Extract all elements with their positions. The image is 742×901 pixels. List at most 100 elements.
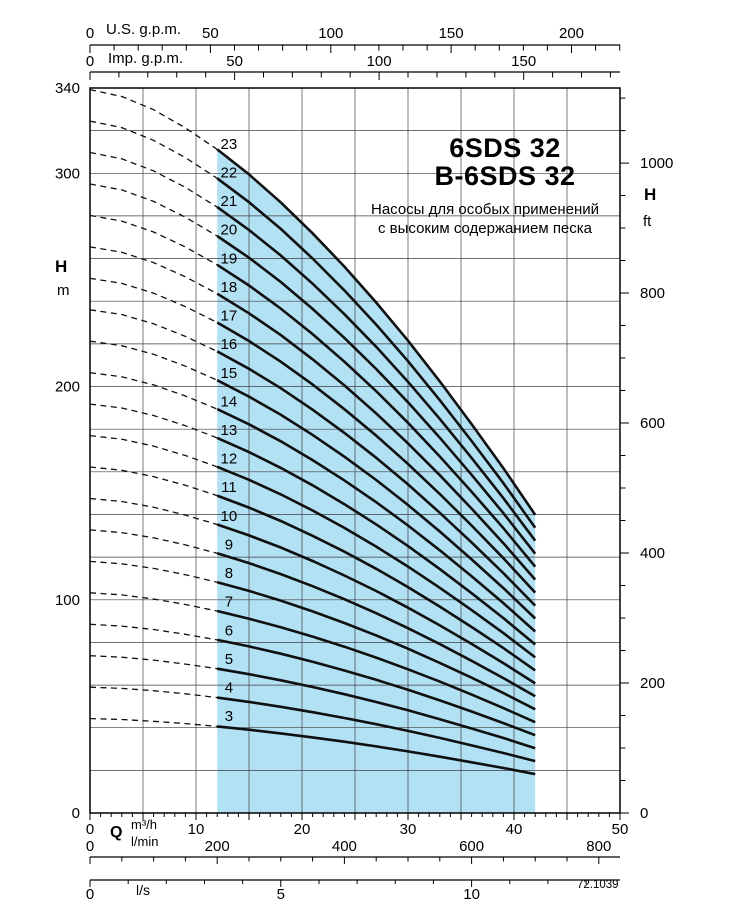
curve-stage-label-13: 13 <box>221 422 238 439</box>
left-axis-unit-label: m <box>57 282 70 299</box>
pump-curve-solid-9 <box>216 552 536 698</box>
pump-curve-dashed-22 <box>89 120 218 179</box>
curve-stage-label-17: 17 <box>221 308 238 325</box>
document-code: 72.1039 <box>577 879 619 891</box>
pump-curve-solid-11 <box>216 494 536 672</box>
curve-stage-label-10: 10 <box>221 508 238 525</box>
imp-gpm-tick-label: 150 <box>511 53 536 70</box>
pump-curve-solid-3 <box>217 725 536 776</box>
q-m3h-tick-label: 40 <box>506 821 523 838</box>
pump-curve-dashed-21 <box>89 151 218 208</box>
curve-stage-label-9: 9 <box>225 537 233 554</box>
pump-curve-dashed-16 <box>89 309 218 352</box>
us-gpm-axis-name: U.S. g.p.m. <box>106 21 182 38</box>
pump-curve-dashed-9 <box>89 529 218 554</box>
pump-curve-dashed-5 <box>89 655 218 670</box>
us-gpm-tick-label: 50 <box>202 25 219 42</box>
us-gpm-tick-label: 100 <box>318 25 343 42</box>
curve-stage-label-23: 23 <box>221 136 238 153</box>
pump-curve-dashed-11 <box>89 466 218 497</box>
pump-curve-solid-10 <box>216 523 536 685</box>
pump-curve-dashed-4 <box>89 686 218 699</box>
h-m-tick-label: 0 <box>72 805 80 822</box>
pump-curve-dashed-6 <box>89 623 218 641</box>
curve-stage-label-3: 3 <box>225 708 233 725</box>
ls-tick-label: 0 <box>86 886 94 901</box>
curve-stage-label-14: 14 <box>221 393 238 410</box>
chart-title-line1: 6SDS 32 <box>449 133 561 163</box>
chart-subtitle-line2: с высоким содержанием песка <box>377 220 593 237</box>
h-m-tick-label: 340 <box>55 80 80 97</box>
left-axis-quantity-label: H <box>55 257 68 276</box>
pump-curve-solid-8 <box>216 580 536 711</box>
pump-curve-solid-19 <box>216 263 537 568</box>
q-m3h-tick-label: 0 <box>86 821 94 838</box>
right-axis-unit-label: ft <box>643 213 652 230</box>
pump-curve-solid-13 <box>216 436 537 646</box>
pump-curve-dashed-14 <box>89 372 218 410</box>
pump-curve-dashed-18 <box>89 246 218 295</box>
flow-unit-lmin-label: l/min <box>131 834 159 849</box>
pump-curve-solid-6 <box>216 638 536 737</box>
curve-stage-label-8: 8 <box>225 565 233 582</box>
us-gpm-tick-label: 200 <box>559 25 584 42</box>
chart-subtitle-line1: Насосы для особых применений <box>371 201 599 218</box>
pump-curve-dashed-10 <box>89 497 218 526</box>
pump-curve-dashed-17 <box>89 277 218 324</box>
curve-stage-label-16: 16 <box>221 336 238 353</box>
curve-stage-label-19: 19 <box>221 250 238 267</box>
h-ft-tick-label: 0 <box>640 805 648 822</box>
pump-curve-solid-20 <box>216 234 537 555</box>
curve-stage-label-4: 4 <box>225 680 233 697</box>
pump-curve-dashed-20 <box>89 183 218 237</box>
curve-stage-label-21: 21 <box>221 193 238 210</box>
h-ft-tick-label: 800 <box>640 285 665 302</box>
pump-curve-dashed-7 <box>89 592 218 612</box>
lmin-tick-label: 800 <box>586 838 611 855</box>
lmin-tick-label: 200 <box>205 838 230 855</box>
curve-stage-label-22: 22 <box>221 164 238 181</box>
h-m-tick-label: 200 <box>55 379 80 396</box>
lmin-tick-label: 600 <box>459 838 484 855</box>
pump-curve-dashed-13 <box>89 403 218 439</box>
h-ft-tick-label: 200 <box>640 675 665 692</box>
pump-curve-solid-12 <box>216 465 536 659</box>
imp-gpm-tick-label: 50 <box>226 53 243 70</box>
curve-stage-label-6: 6 <box>225 622 233 639</box>
imp-gpm-axis-name: Imp. g.p.m. <box>108 50 184 67</box>
flow-quantity-label: Q <box>110 824 123 841</box>
pump-curve-solid-21 <box>216 206 537 542</box>
curve-stage-label-7: 7 <box>225 594 233 611</box>
q-m3h-tick-label: 50 <box>612 821 629 838</box>
pump-curve-solid-5 <box>216 667 536 750</box>
flow-unit-m3h-label: m³/h <box>131 817 157 832</box>
h-ft-tick-label: 600 <box>640 415 665 432</box>
imp-gpm-tick-label: 0 <box>86 53 94 70</box>
curve-stage-label-11: 11 <box>221 479 237 496</box>
lmin-tick-label: 400 <box>332 838 357 855</box>
q-m3h-tick-label: 10 <box>188 821 205 838</box>
pump-curve-solid-18 <box>216 292 537 581</box>
h-m-tick-label: 100 <box>55 592 80 609</box>
us-gpm-tick-label: 150 <box>439 25 464 42</box>
pump-curve-solid-22 <box>216 177 537 529</box>
flow-unit-ls-label: l/s <box>136 882 150 898</box>
h-ft-tick-label: 1000 <box>640 155 673 172</box>
curve-stage-label-12: 12 <box>221 451 238 468</box>
q-m3h-tick-label: 30 <box>400 821 417 838</box>
lmin-tick-label: 0 <box>86 838 94 855</box>
chart-title-line2: B-6SDS 32 <box>434 161 576 191</box>
pump-curve-solid-14 <box>216 407 537 633</box>
h-ft-tick-label: 400 <box>640 545 665 562</box>
right-axis-quantity-label: H <box>644 185 657 204</box>
curve-stage-label-5: 5 <box>225 651 233 668</box>
pump-curve-solid-7 <box>216 609 536 724</box>
h-m-tick-label: 300 <box>55 165 80 182</box>
pump-curve-dashed-12 <box>89 434 218 468</box>
q-m3h-tick-label: 20 <box>294 821 311 838</box>
curve-stage-label-20: 20 <box>221 222 238 239</box>
pump-curve-solid-17 <box>216 321 537 594</box>
pump-curve-dashed-19 <box>89 214 218 266</box>
